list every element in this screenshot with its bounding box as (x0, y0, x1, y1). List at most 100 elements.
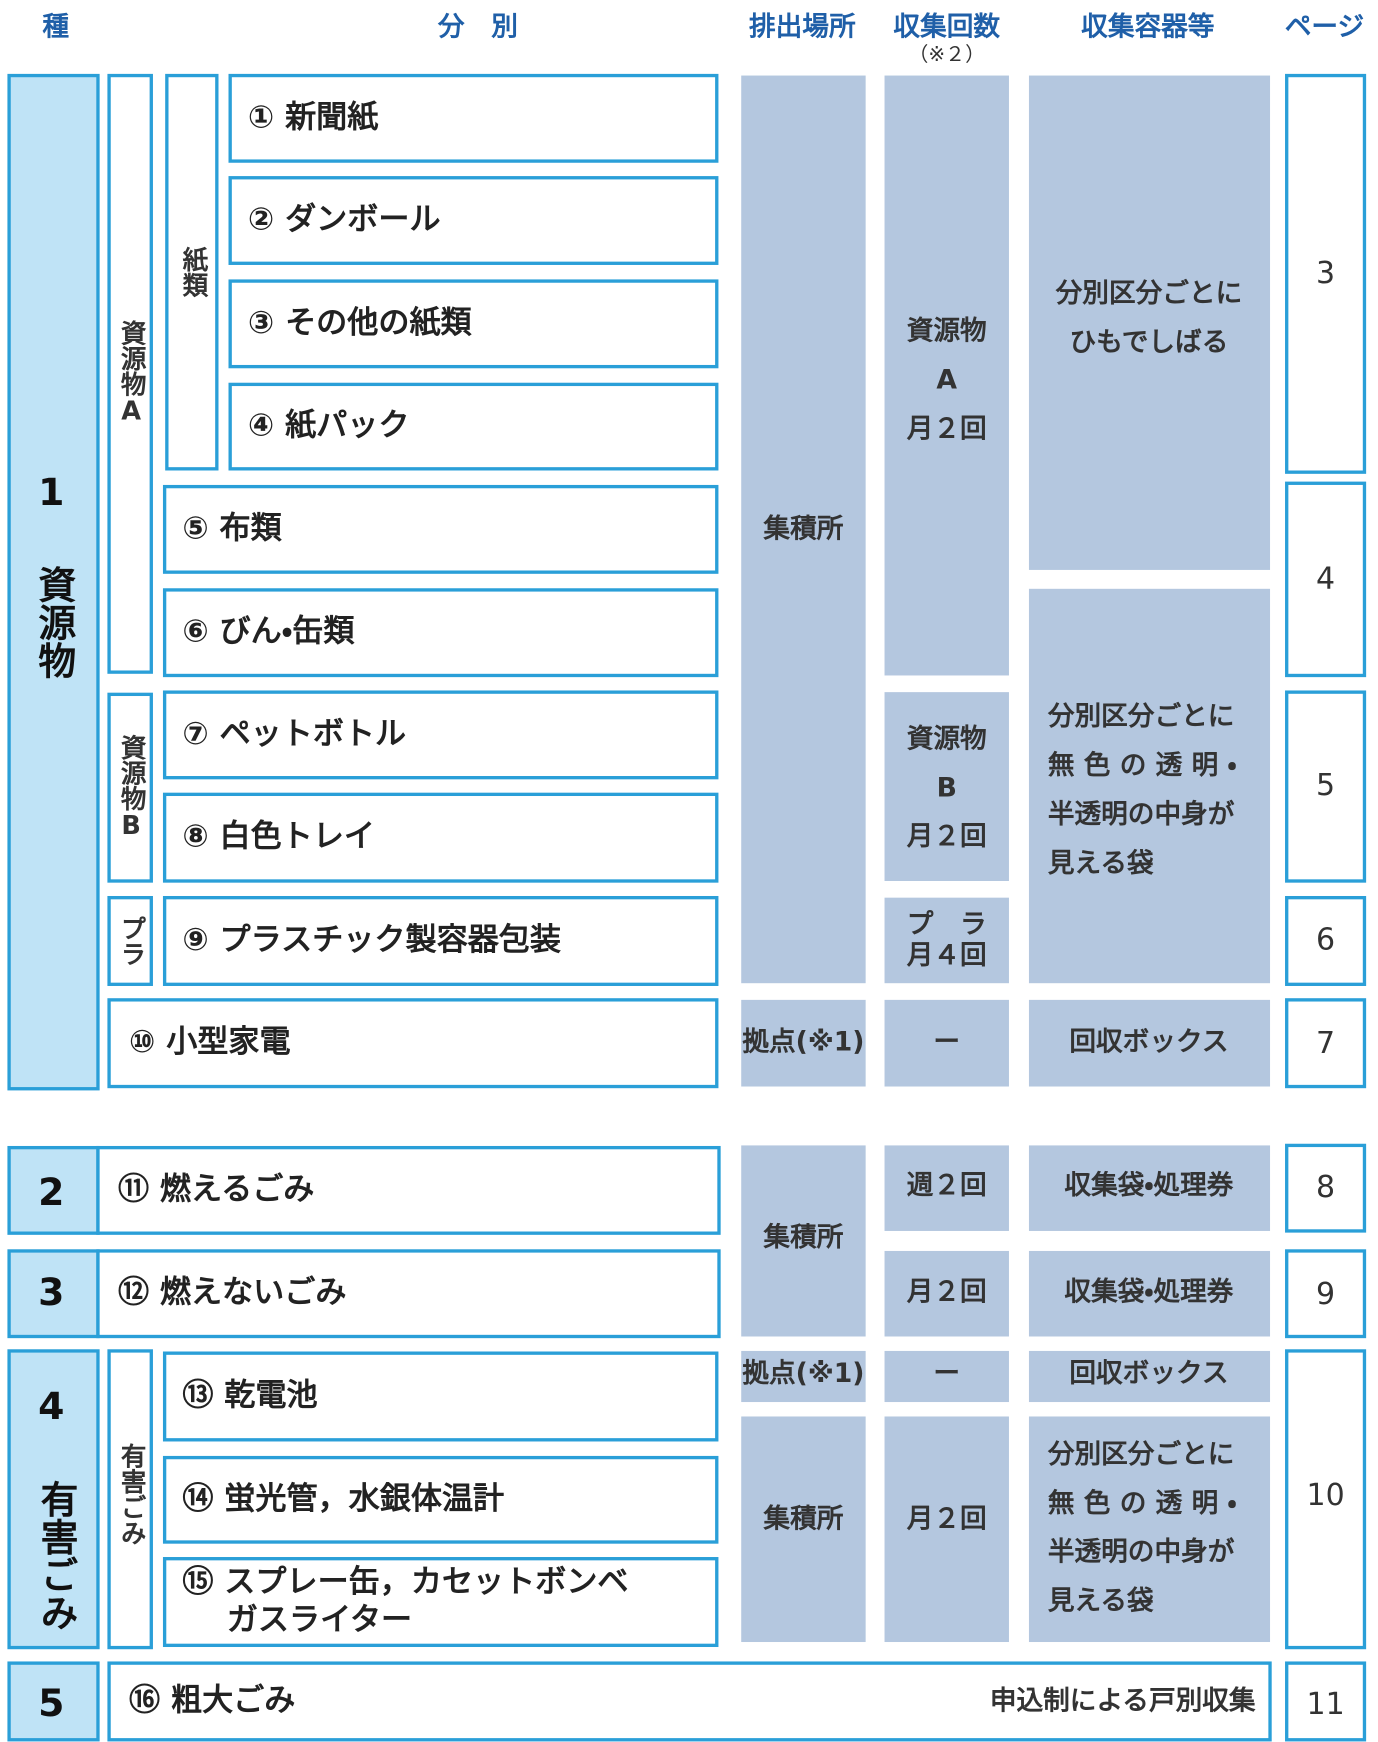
bulky-note: 申込制による戸別収集 (990, 1686, 1256, 1717)
freq-cell (884, 1250, 1009, 1337)
freq-cell (884, 1145, 1009, 1231)
group-cell (7, 1145, 100, 1235)
item-label: ガスライター (227, 1602, 412, 1638)
freq-label: プ ラ (907, 909, 987, 940)
item-label: ② ダンボール (248, 202, 441, 238)
freq-label: 月２回 (906, 1503, 987, 1534)
group-cell (7, 73, 100, 1091)
subgroup-label: 紙類 (178, 246, 208, 299)
header-label: 収集回数 (893, 11, 1000, 42)
subgroup-label: 資源物B (116, 734, 146, 841)
page-number: 4 (1316, 561, 1335, 596)
item-label: ⑬ 乾電池 (182, 1377, 317, 1413)
freq-label: 月２回 (906, 1277, 987, 1308)
header-note: （※２） (908, 42, 985, 66)
item-cell (162, 690, 719, 780)
container-cell (1028, 999, 1271, 1087)
container-label: 分別区分ごとに (1047, 1439, 1235, 1470)
container-label: 見える袋 (1048, 1586, 1154, 1617)
item-label: ④ 紙パック (248, 408, 410, 444)
container-cell (1028, 1350, 1271, 1403)
subgroup-label: 資源物A (116, 320, 146, 427)
subgroup-cell (165, 73, 219, 471)
item-label: ① 新聞紙 (248, 99, 378, 135)
freq-label: A (936, 365, 957, 396)
place-cell (741, 1416, 866, 1643)
container-label: ひもでしばる (1070, 327, 1229, 358)
page-number: 6 (1316, 922, 1335, 957)
container-cell (1028, 75, 1271, 570)
header-label: 分 別 (437, 11, 518, 42)
group-cell (7, 1661, 100, 1742)
place-cell (741, 1145, 866, 1337)
container-label: 半透明の中身が (1048, 1537, 1235, 1568)
item-cell (162, 895, 719, 986)
container-label: 回収ボックス (1069, 1027, 1228, 1058)
subgroup-cell (107, 895, 153, 986)
freq-label: 月２回 (906, 821, 987, 852)
place-cell (741, 1350, 866, 1403)
container-label: 回収ボックス (1069, 1358, 1228, 1389)
item-cell (107, 1661, 1272, 1742)
item-cell (162, 1351, 719, 1442)
item-label: ⑦ ペットボトル (182, 716, 406, 752)
container-label: 収集袋・処理券 (1064, 1170, 1233, 1201)
place-cell (741, 999, 866, 1087)
group-cell (7, 1349, 100, 1650)
freq-label: ー (933, 1027, 960, 1058)
freq-cell (884, 1416, 1009, 1643)
page-cell (1285, 1249, 1367, 1339)
item-cell (96, 1145, 721, 1235)
item-cell (228, 279, 719, 369)
page-cell (1285, 895, 1367, 986)
page-number: 9 (1316, 1277, 1335, 1312)
item-cell (228, 382, 719, 471)
place-label: 集積所 (762, 1503, 843, 1534)
page-number: 10 (1307, 1478, 1345, 1513)
item-label: ⑤ 布類 (182, 510, 282, 546)
item-cell (228, 176, 719, 265)
group-name: 有害ごみ (34, 1480, 78, 1631)
item-label: ⑧ 白色トレイ (182, 819, 375, 855)
item-label: ⑮ スプレー缶，カセットボンベ (182, 1564, 628, 1600)
container-label: 無 色 の 透 明 ・ (1048, 1488, 1237, 1519)
freq-label: 資源物 (907, 723, 987, 754)
page-number: 8 (1316, 1170, 1335, 1205)
page-number: 11 (1307, 1687, 1345, 1722)
page-cell (1285, 481, 1367, 678)
freq-label: ー (933, 1358, 960, 1389)
item-label: ⑨ プラスチック製容器包装 (182, 922, 561, 958)
item-cell (162, 588, 719, 678)
place-label: 拠点(※1) (742, 1027, 864, 1058)
group-number: 4 (38, 1384, 64, 1428)
container-label: 無 色 の 透 明 ・ (1048, 750, 1237, 781)
header-label: 排出場所 (749, 11, 856, 42)
freq-cell (884, 999, 1009, 1087)
item-label: ⑯ 粗大ごみ (129, 1682, 295, 1718)
freq-label: 月２回 (906, 413, 987, 444)
group-number: 1 (38, 470, 64, 514)
header-label: 種 (42, 11, 69, 42)
freq-label: 月４回 (906, 940, 987, 971)
container-label: 分別区分ごとに (1047, 701, 1235, 732)
container-cell (1028, 588, 1271, 984)
freq-cell (884, 1350, 1009, 1403)
place-cell (741, 75, 866, 984)
page-cell (1285, 73, 1367, 474)
subgroup-label: プラ (116, 915, 146, 966)
container-label: 分別区分ごとに (1055, 278, 1243, 309)
container-cell (1028, 1416, 1271, 1643)
item-label: ⑩ 小型家電 (129, 1024, 291, 1060)
item-label: ⑫ 燃えないごみ (118, 1275, 346, 1311)
item-label: ⑭ 蛍光管，水銀体温計 (182, 1481, 504, 1517)
item-label: ⑥ びん・缶類 (182, 614, 355, 650)
header-label: ページ (1285, 11, 1364, 42)
container-label: 半透明の中身が (1048, 799, 1235, 830)
place-label: 集積所 (762, 513, 843, 544)
page-cell (1285, 690, 1367, 883)
subgroup-label: 有害ごみ (116, 1443, 146, 1545)
page-number: 7 (1316, 1026, 1335, 1061)
group-number: 5 (38, 1681, 64, 1725)
group-cell (7, 1249, 100, 1339)
item-cell (162, 1557, 719, 1648)
